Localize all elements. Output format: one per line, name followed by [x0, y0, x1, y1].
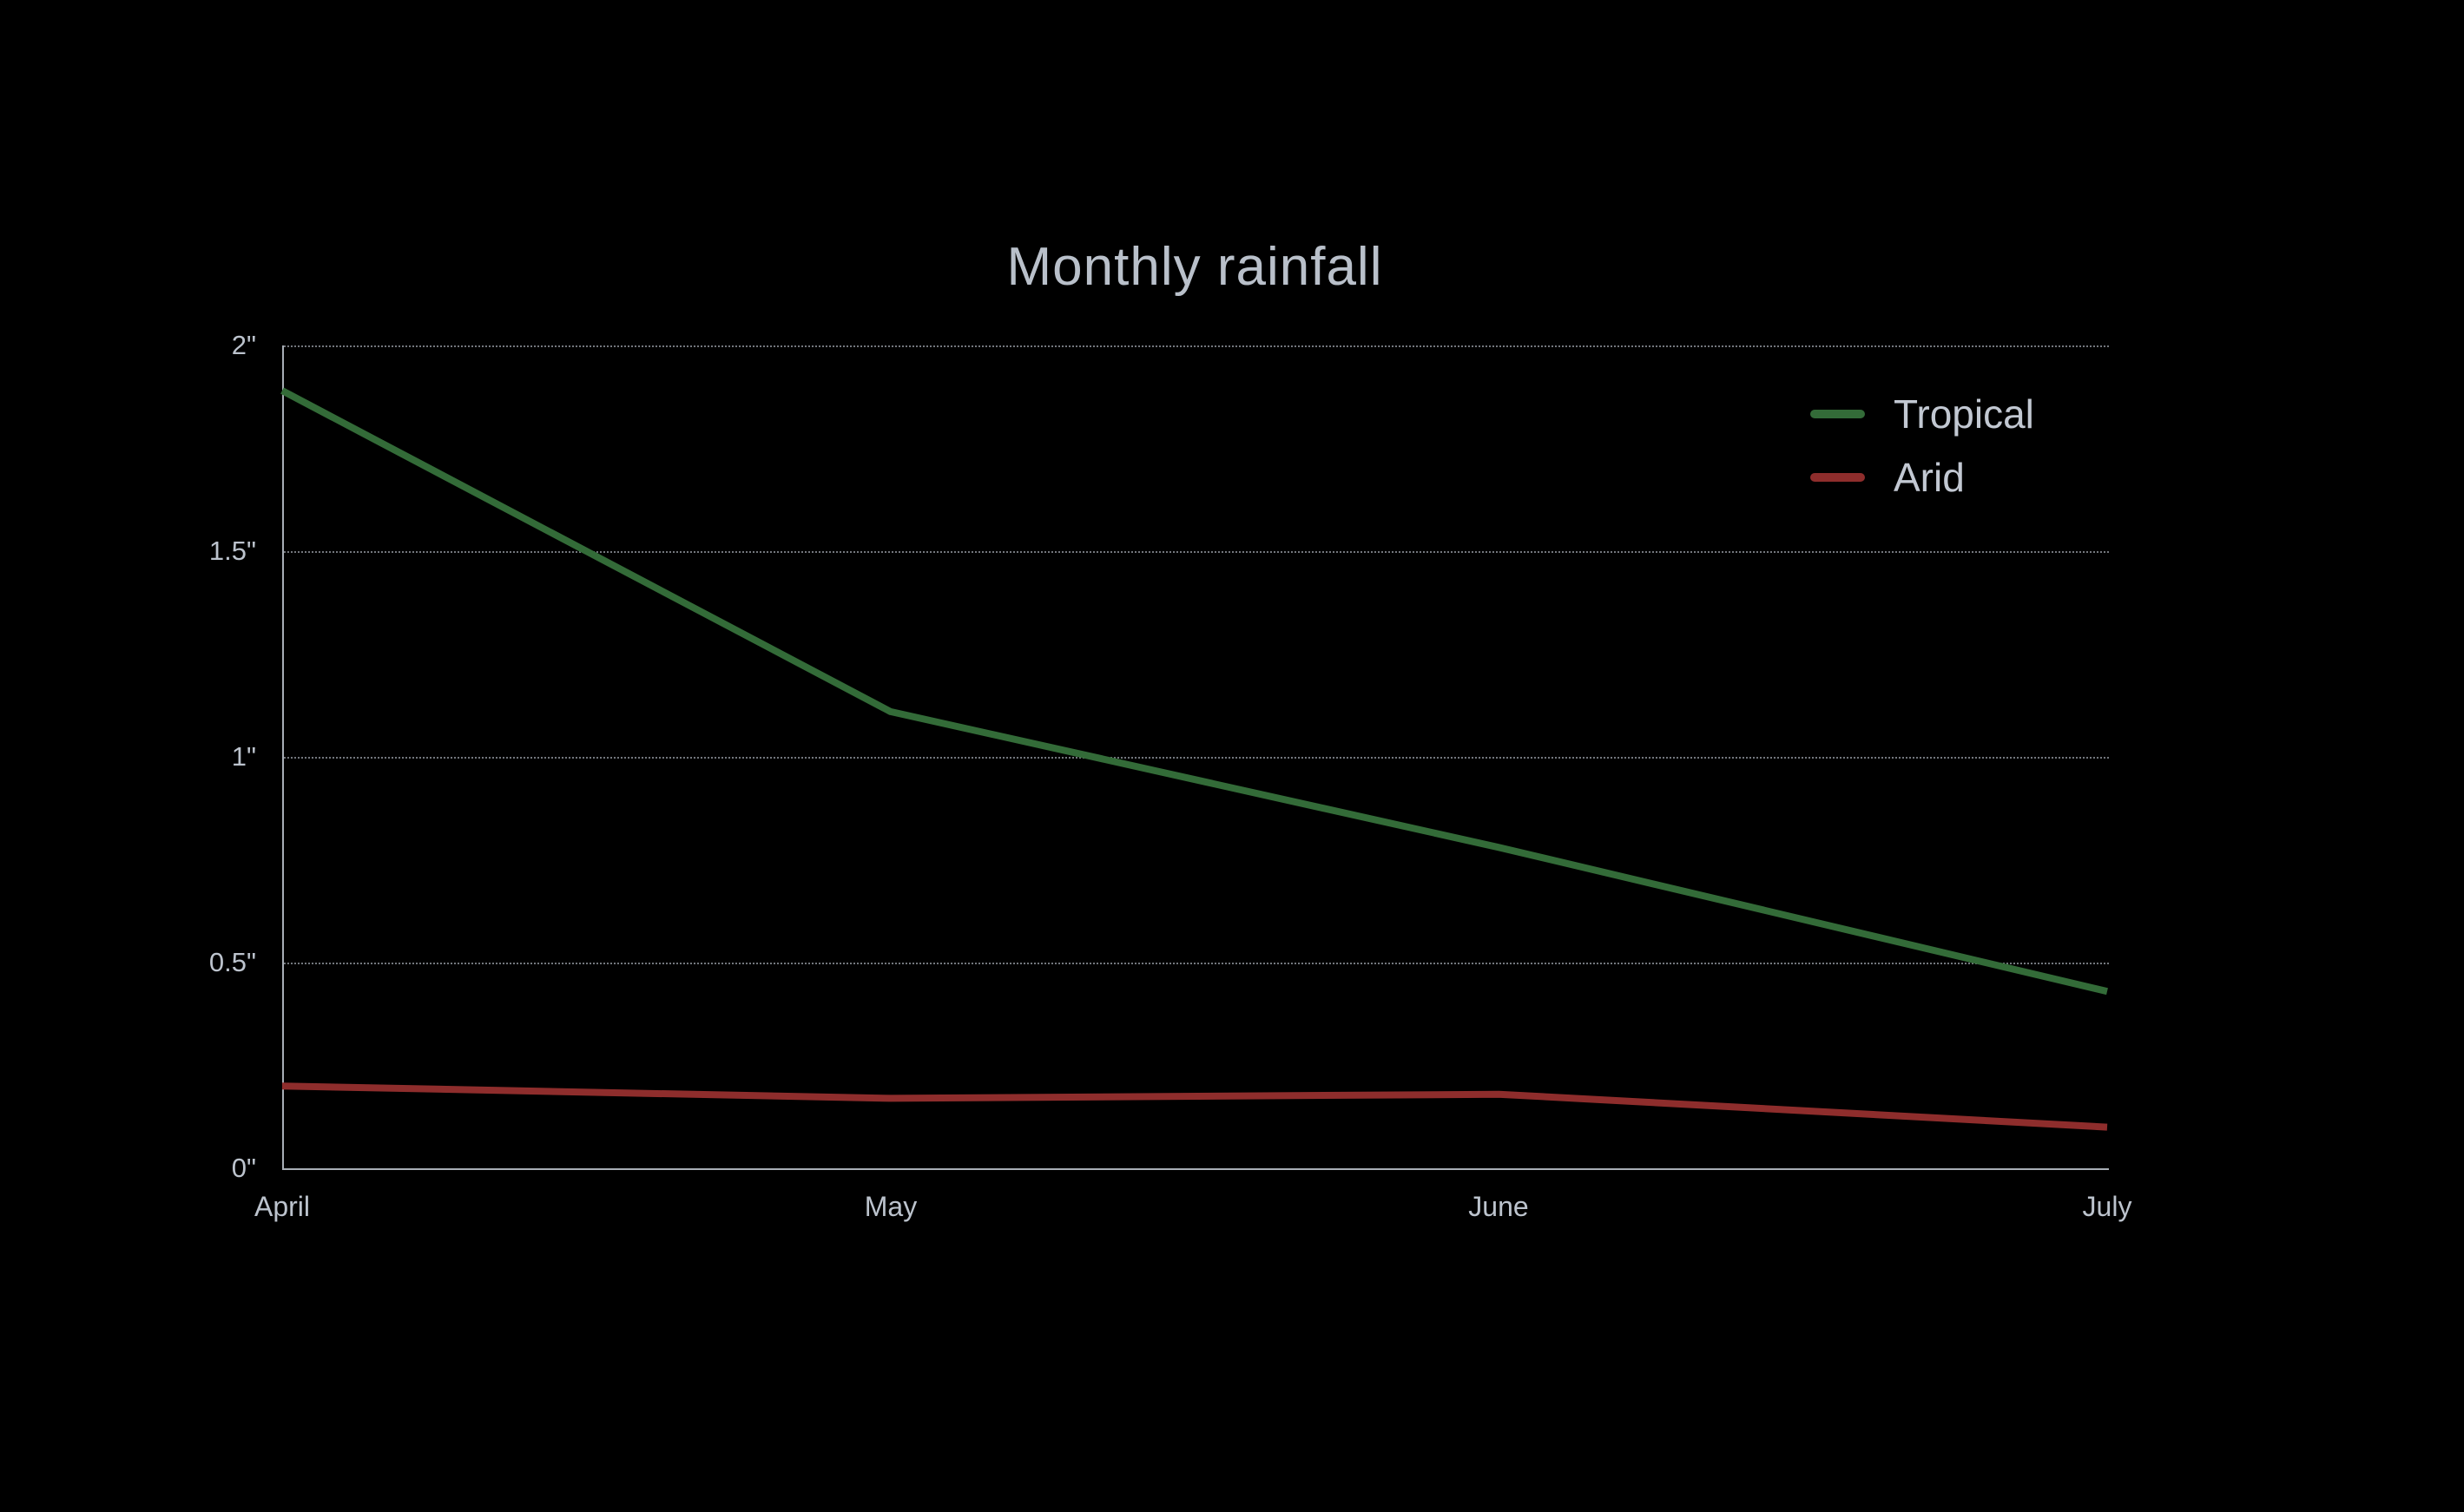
legend: Tropical Arid — [1810, 390, 2034, 502]
legend-label-tropical: Tropical — [1894, 391, 2034, 437]
plot-area — [282, 345, 2109, 1170]
series-line-tropical — [280, 387, 2108, 996]
y-axis-label-1-5in: 1.5" — [208, 536, 256, 566]
x-axis-label-april: April — [254, 1191, 310, 1222]
legend-item-tropical: Tropical — [1810, 390, 2034, 438]
legend-label-arid: Arid — [1894, 455, 1965, 500]
y-axis-label-0in: 0" — [231, 1153, 256, 1183]
gridline-0-5in — [284, 963, 2109, 964]
y-axis-label-1in: 1" — [231, 741, 256, 772]
y-axis-label-2in: 2" — [231, 330, 256, 360]
legend-item-arid: Arid — [1810, 453, 2034, 502]
x-axis-label-july: July — [2082, 1191, 2132, 1222]
series-line-arid — [281, 1082, 2108, 1131]
series-lines — [280, 387, 2108, 1131]
legend-swatch-tropical — [1810, 410, 1865, 418]
x-axis-label-june: June — [1468, 1191, 1529, 1222]
gridline-2in — [284, 345, 2109, 347]
gridline-1in — [284, 757, 2109, 759]
gridline-1-5in — [284, 551, 2109, 553]
chart-title: Monthly rainfall — [1006, 237, 1383, 297]
x-axis-label-may: May — [864, 1191, 918, 1222]
legend-swatch-arid — [1810, 473, 1865, 482]
y-axis-label-0-5in: 0.5" — [208, 947, 256, 977]
